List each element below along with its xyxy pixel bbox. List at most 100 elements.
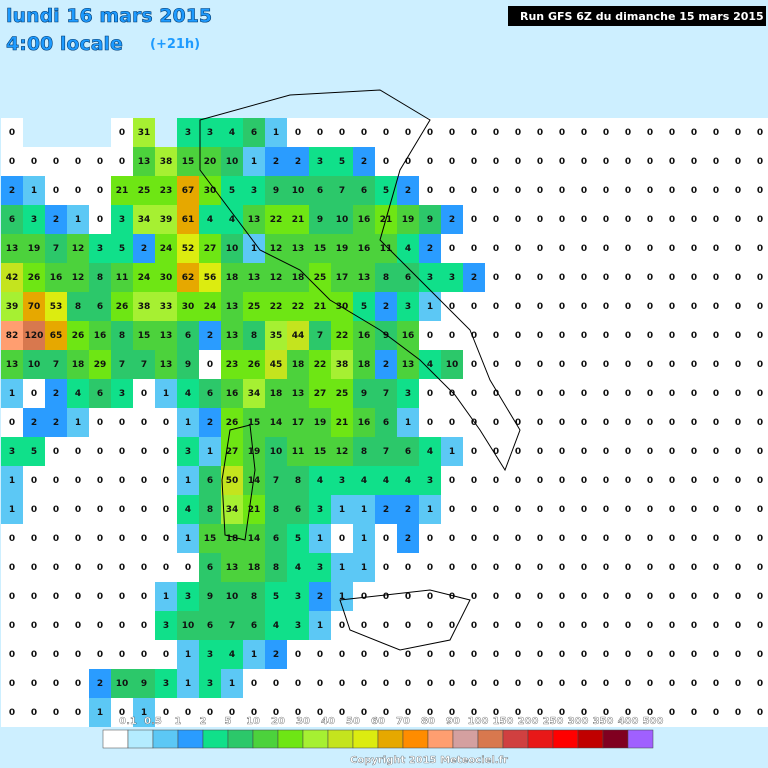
- precip-cell: [23, 263, 45, 292]
- precip-value: 0: [537, 447, 543, 457]
- precip-cell: [111, 669, 133, 698]
- precip-value: 0: [493, 708, 499, 718]
- precip-value: 0: [669, 476, 675, 486]
- precip-cell: [595, 379, 617, 408]
- precip-value: 0: [471, 186, 477, 196]
- precip-value: 0: [603, 476, 609, 486]
- precip-value: 1: [251, 157, 257, 167]
- precip-cell: [507, 321, 529, 350]
- precip-cell: [639, 582, 661, 611]
- precip-value: 3: [295, 621, 301, 631]
- precip-value: 13: [138, 157, 151, 167]
- precip-value: 1: [317, 534, 323, 544]
- precip-value: 0: [361, 708, 367, 718]
- precip-value: 0: [559, 244, 565, 254]
- precip-value: 0: [603, 534, 609, 544]
- precip-cell: [309, 234, 331, 263]
- precip-value: 18: [292, 360, 305, 370]
- precip-value: 0: [471, 679, 477, 689]
- precip-cell: [177, 205, 199, 234]
- precip-value: 18: [72, 360, 85, 370]
- precip-cell: [683, 379, 705, 408]
- precip-value: 0: [559, 273, 565, 283]
- precip-cell: [89, 437, 111, 466]
- precip-cell: [265, 698, 287, 727]
- precip-cell: [727, 263, 749, 292]
- precip-value: 9: [273, 186, 279, 196]
- precip-cell: [705, 437, 727, 466]
- precip-cell: [133, 321, 155, 350]
- precip-value: 0: [339, 679, 345, 689]
- precip-value: 0: [537, 244, 543, 254]
- precip-value: 2: [383, 360, 389, 370]
- precip-cell: [23, 147, 45, 176]
- precip-cell: [529, 147, 551, 176]
- precip-cell: [67, 263, 89, 292]
- precip-value: 3: [427, 273, 433, 283]
- precip-cell: [353, 408, 375, 437]
- legend-label: 100: [468, 716, 489, 727]
- precip-value: 0: [449, 476, 455, 486]
- precip-value: 17: [292, 418, 305, 428]
- precip-cell: [111, 321, 133, 350]
- legend-label: 0.1: [119, 716, 137, 727]
- precip-value: 22: [314, 360, 327, 370]
- precip-cell: [551, 524, 573, 553]
- precip-value: 38: [336, 360, 349, 370]
- precip-cell: [749, 118, 768, 147]
- precip-value: 1: [339, 592, 345, 602]
- precip-cell: [45, 437, 67, 466]
- precip-cell: [595, 669, 617, 698]
- precip-value: 0: [647, 650, 653, 660]
- precip-cell: [573, 118, 595, 147]
- precip-cell: [463, 292, 485, 321]
- precip-value: 0: [9, 534, 15, 544]
- precip-cell: [397, 466, 419, 495]
- precip-cell: [485, 205, 507, 234]
- precip-cell: [89, 234, 111, 263]
- precip-cell: [595, 234, 617, 263]
- precip-value: 0: [581, 563, 587, 573]
- precip-cell: [221, 582, 243, 611]
- precip-cell: [639, 321, 661, 350]
- precip-value: 10: [292, 186, 305, 196]
- precip-value: 0: [735, 592, 741, 602]
- precip-value: 0: [625, 679, 631, 689]
- precip-value: 0: [273, 679, 279, 689]
- precip-cell: [419, 698, 441, 727]
- precip-value: 0: [493, 302, 499, 312]
- precip-grid: 0 0 31 3 3 4 6 1 0 0 0 0 0 0 0 0 0 0 0 0 0 0 0 0 0 0 0 0 0 00 0 0 0 0 0 13 3…: [1, 118, 768, 727]
- precip-value: 26: [28, 273, 41, 283]
- precip-value: 10: [226, 244, 239, 254]
- precip-cell: [111, 205, 133, 234]
- legend-swatch: [277, 729, 304, 749]
- precip-cell: [111, 611, 133, 640]
- precip-value: 0: [735, 128, 741, 138]
- precip-value: 0: [647, 563, 653, 573]
- precip-value: 0: [515, 360, 521, 370]
- precip-cell: [331, 611, 353, 640]
- precip-cell: [199, 379, 221, 408]
- legend-swatch: [627, 729, 654, 749]
- precip-cell: [639, 205, 661, 234]
- legend-swatch: [127, 729, 154, 749]
- precip-cell: [265, 118, 287, 147]
- precip-cell: [551, 263, 573, 292]
- precip-value: 0: [669, 244, 675, 254]
- precip-value: 0: [559, 360, 565, 370]
- precip-value: 0: [647, 389, 653, 399]
- precip-cell: [23, 553, 45, 582]
- precip-cell: [375, 350, 397, 379]
- precip-cell: [67, 698, 89, 727]
- precip-value: 3: [207, 128, 213, 138]
- precip-value: 1: [185, 650, 191, 660]
- precip-cell: [221, 524, 243, 553]
- precip-cell: [45, 524, 67, 553]
- precip-value: 44: [292, 331, 305, 341]
- precip-cell: [463, 118, 485, 147]
- precip-value: 0: [493, 331, 499, 341]
- precip-cell: [331, 582, 353, 611]
- precip-value: 0: [581, 302, 587, 312]
- precip-cell: [749, 263, 768, 292]
- precip-value: 0: [97, 505, 103, 515]
